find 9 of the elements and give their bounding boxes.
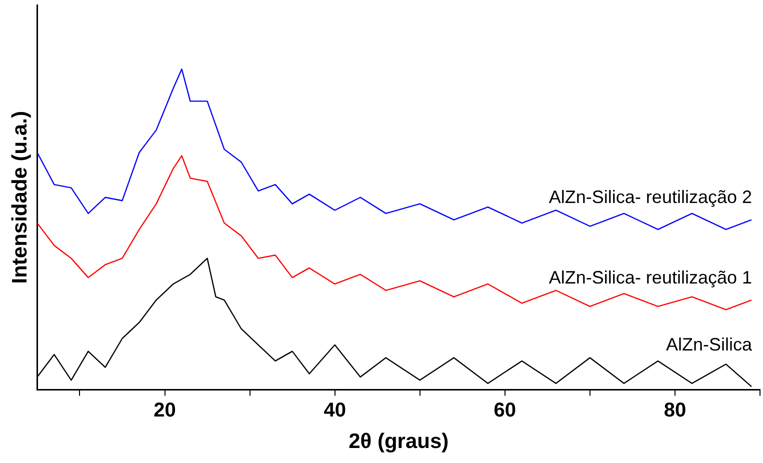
x-tick-label: 60 (494, 399, 516, 422)
series-label: AlZn-Silica- reutilização 2 (548, 187, 752, 208)
x-axis-title: 2θ (graus) (348, 430, 449, 454)
series-label: AlZn-Silica- reutilização 1 (548, 267, 752, 288)
x-tick-label: 40 (324, 399, 346, 422)
x-tick-label: 20 (154, 399, 176, 422)
series-label: AlZn-Silica (666, 334, 753, 355)
x-tick-label: 80 (664, 399, 686, 422)
y-axis-title: Intensidade (u.a.) (8, 111, 32, 284)
